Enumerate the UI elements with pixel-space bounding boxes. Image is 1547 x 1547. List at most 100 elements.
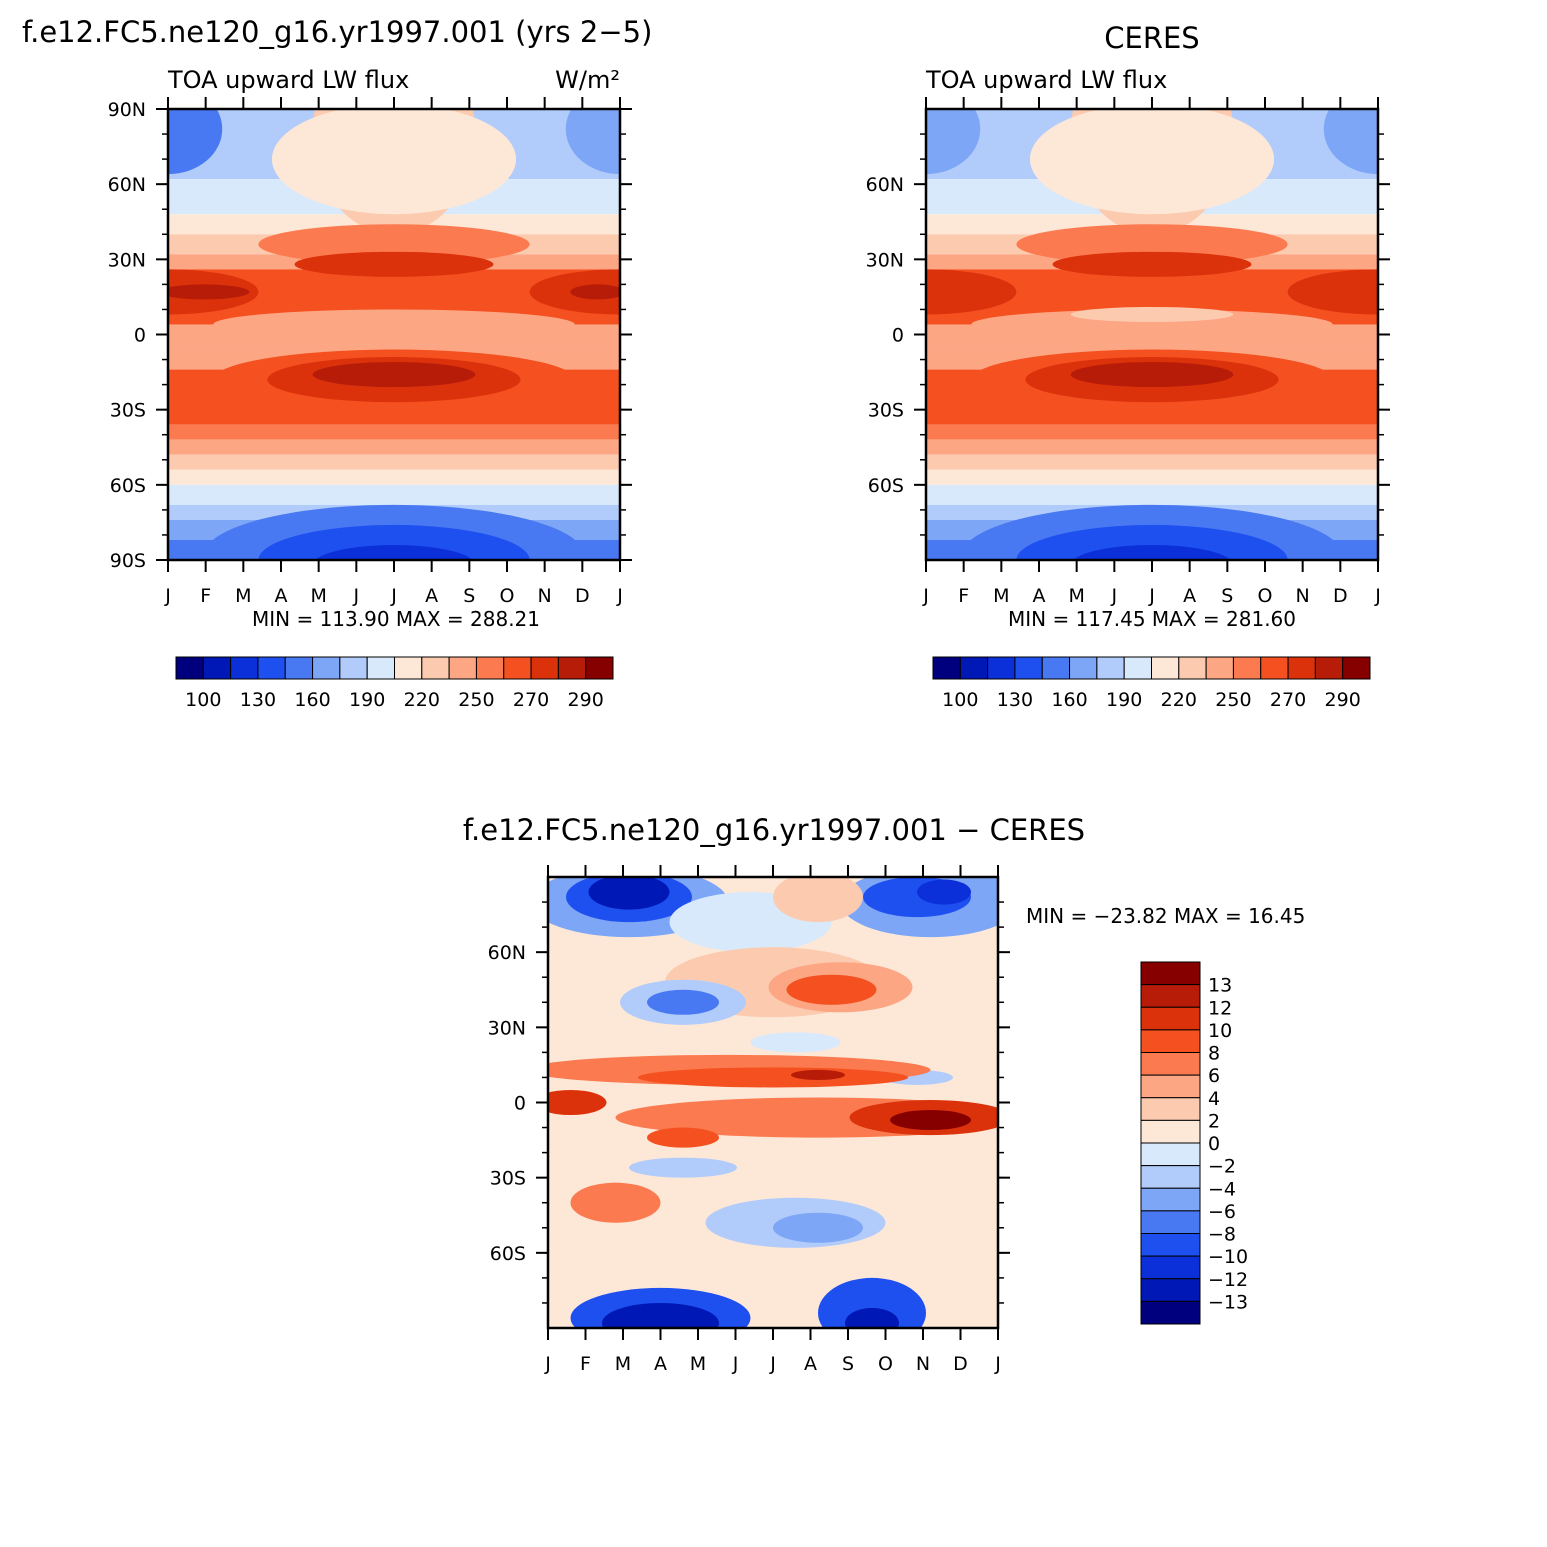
colorbar-label: 12 bbox=[1208, 997, 1232, 1019]
y-tick-label: 30S bbox=[490, 1168, 526, 1190]
x-tick-label: A bbox=[654, 1353, 667, 1375]
colorbar-label: 220 bbox=[404, 689, 440, 711]
x-tick-label: N bbox=[916, 1353, 930, 1375]
x-tick-label: S bbox=[842, 1353, 854, 1375]
colorbar-label: 13 bbox=[1208, 975, 1232, 997]
colorbar-label: 130 bbox=[240, 689, 276, 711]
panel2-minmax: MIN = 117.45 MAX = 281.60 bbox=[1008, 607, 1296, 631]
colorbar-label: −4 bbox=[1208, 1178, 1236, 1200]
colorbar-label: −6 bbox=[1208, 1201, 1236, 1223]
x-tick-label: J bbox=[1111, 585, 1118, 607]
colorbar-label: 100 bbox=[185, 689, 221, 711]
x-tick-label: D bbox=[1333, 585, 1348, 607]
colorbar-swatch bbox=[530, 656, 559, 680]
x-tick-label: M bbox=[1068, 585, 1084, 607]
colorbar-swatch bbox=[1287, 656, 1316, 680]
colorbar-swatch bbox=[1140, 1187, 1201, 1212]
colorbar-swatch bbox=[932, 656, 961, 680]
panel1-variable-label: TOA upward LW flux bbox=[167, 66, 409, 94]
y-tick-label: 30N bbox=[108, 249, 146, 271]
x-tick-label: M bbox=[235, 585, 251, 607]
colorbar-label: 10 bbox=[1208, 1020, 1232, 1042]
colorbar-label: 290 bbox=[568, 689, 604, 711]
colorbar-label: 290 bbox=[1325, 689, 1361, 711]
x-tick-label: M bbox=[310, 585, 326, 607]
colorbar-label: 250 bbox=[458, 689, 494, 711]
x-tick-label: O bbox=[1258, 585, 1273, 607]
colorbar-label: 0 bbox=[1208, 1133, 1220, 1155]
colorbar-swatch bbox=[1140, 1006, 1201, 1031]
colorbar-label: 160 bbox=[294, 689, 330, 711]
panel1-title: f.e12.FC5.ne120_g16.yr1997.001 (yrs 2−5) bbox=[22, 15, 652, 49]
y-tick-label: 30N bbox=[866, 249, 904, 271]
x-tick-label: A bbox=[275, 585, 288, 607]
colorbar-label: 8 bbox=[1208, 1043, 1220, 1065]
colorbar-swatch bbox=[1041, 656, 1071, 680]
y-tick-label: 60S bbox=[868, 475, 904, 497]
x-tick-label: M bbox=[993, 585, 1009, 607]
colorbar-swatch bbox=[959, 656, 989, 680]
colorbar-swatch bbox=[1140, 1029, 1201, 1053]
colorbar-swatch bbox=[1140, 1210, 1201, 1234]
colorbar-swatch bbox=[366, 656, 395, 680]
x-tick-label: J bbox=[616, 585, 623, 607]
colorbar-swatch bbox=[1232, 656, 1262, 680]
colorbar-label: 220 bbox=[1161, 689, 1197, 711]
colorbar-swatch bbox=[394, 656, 423, 680]
panel3-heatmap bbox=[546, 875, 1000, 1330]
colorbar-swatch bbox=[175, 656, 204, 680]
x-tick-label: J bbox=[994, 1353, 1001, 1375]
panel3-title: f.e12.FC5.ne120_g16.yr1997.001 − CERES bbox=[463, 813, 1085, 847]
colorbar-swatch bbox=[1140, 984, 1201, 1008]
x-tick-label: S bbox=[463, 585, 475, 607]
colorbar-swatch bbox=[1140, 1097, 1201, 1121]
panel3-axes: J F M A M J J A S O N D J 60N 30N 0 30S 60S bbox=[488, 865, 1010, 1375]
colorbar-swatch bbox=[1096, 656, 1125, 680]
colorbar-label: 250 bbox=[1215, 689, 1251, 711]
x-tick-label: A bbox=[1033, 585, 1046, 607]
colorbar-swatch bbox=[284, 656, 314, 680]
colorbar-swatch bbox=[1123, 656, 1152, 680]
colorbar-label: 130 bbox=[997, 689, 1033, 711]
colorbar-swatch bbox=[339, 656, 368, 680]
colorbar-swatch bbox=[1140, 1278, 1201, 1302]
panel2-title: CERES bbox=[1104, 21, 1199, 55]
panel1-heatmap bbox=[166, 107, 622, 562]
colorbar-swatch bbox=[202, 656, 232, 680]
y-tick-label: 30S bbox=[110, 400, 146, 422]
colorbar-label: −8 bbox=[1208, 1224, 1236, 1246]
colorbar-label: 190 bbox=[349, 689, 385, 711]
panel1-colorbar: 100 130 160 190 220 250 270 290 bbox=[175, 656, 614, 711]
x-tick-label: M bbox=[690, 1353, 706, 1375]
panel1-units-label: W/m² bbox=[555, 66, 620, 94]
colorbar-swatch bbox=[1140, 1142, 1201, 1167]
colorbar-swatch bbox=[503, 656, 532, 680]
colorbar-swatch bbox=[557, 656, 587, 680]
x-tick-label: A bbox=[425, 585, 438, 607]
y-tick-label: 60S bbox=[490, 1243, 526, 1265]
colorbar-swatch bbox=[1140, 1165, 1201, 1189]
y-tick-label: 30S bbox=[868, 400, 904, 422]
colorbar-swatch bbox=[1140, 1074, 1201, 1099]
colorbar-label: −12 bbox=[1208, 1269, 1248, 1291]
colorbar-swatch bbox=[1140, 1300, 1201, 1325]
colorbar-swatch bbox=[1014, 656, 1043, 680]
colorbar-label: 6 bbox=[1208, 1065, 1220, 1087]
panel2-colorbar: 100 130 160 190 220 250 270 290 bbox=[932, 656, 1371, 711]
panel1-minmax: MIN = 113.90 MAX = 288.21 bbox=[252, 607, 540, 631]
x-tick-label: F bbox=[958, 585, 969, 607]
x-tick-label: N bbox=[538, 585, 552, 607]
x-tick-label: J bbox=[353, 585, 360, 607]
colorbar-swatch bbox=[585, 656, 614, 680]
x-tick-label: J bbox=[390, 585, 397, 607]
colorbar-swatch bbox=[987, 656, 1016, 680]
y-tick-label: 60S bbox=[110, 475, 146, 497]
y-tick-label: 60N bbox=[866, 174, 904, 196]
x-tick-label: J bbox=[164, 585, 171, 607]
y-tick-label: 60N bbox=[108, 174, 146, 196]
colorbar-swatch bbox=[1314, 656, 1344, 680]
colorbar-label: 100 bbox=[942, 689, 978, 711]
colorbar-swatch bbox=[1140, 1119, 1201, 1144]
colorbar-swatch bbox=[448, 656, 477, 680]
